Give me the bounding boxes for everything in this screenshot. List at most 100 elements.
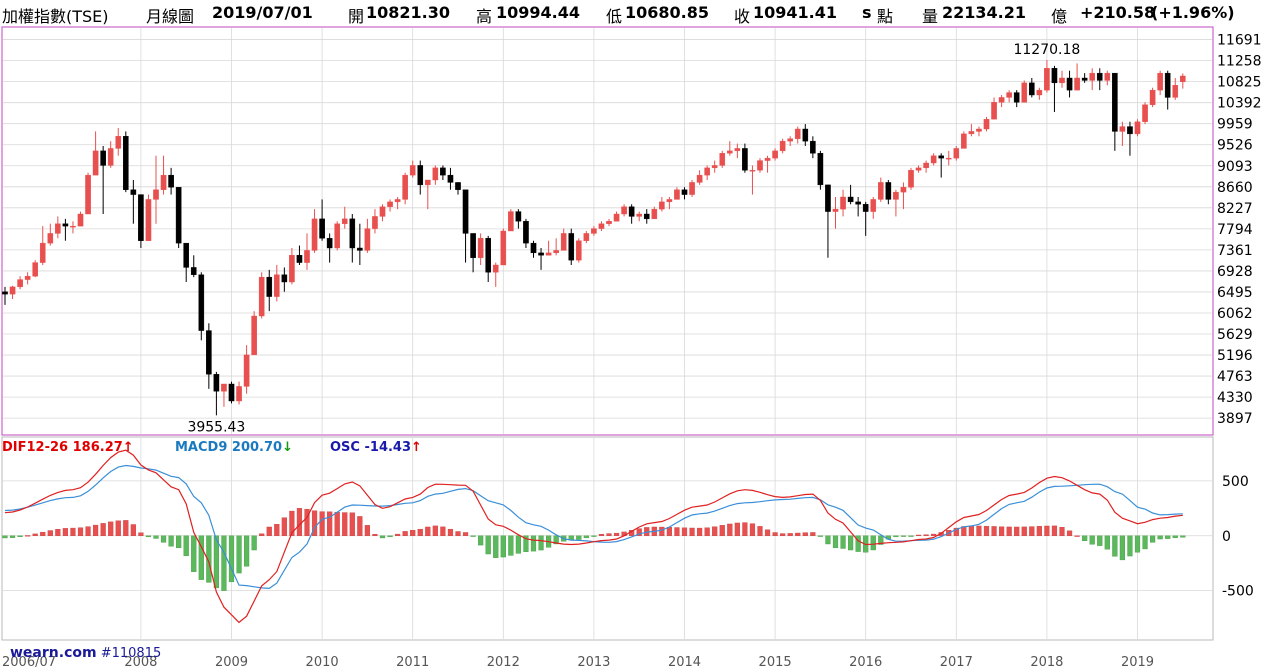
- volume-label: 量: [922, 7, 939, 26]
- candle-body: [334, 223, 341, 249]
- candle-body: [100, 150, 106, 166]
- candle-body: [372, 216, 378, 229]
- candle-body: [1036, 89, 1043, 96]
- osc-bar: [878, 535, 884, 545]
- chart-code: #110815: [100, 646, 162, 661]
- candle-body: [409, 165, 416, 176]
- macd-axis: -500 0 500: [1222, 474, 1254, 600]
- osc-bar: [251, 535, 257, 551]
- osc-bar: [168, 535, 174, 547]
- osc-bar: [17, 535, 23, 537]
- osc-bar: [334, 511, 340, 536]
- candle-body: [160, 174, 167, 190]
- osc-bar: [1172, 535, 1178, 538]
- osc-bar: [500, 535, 506, 558]
- candle-body: [598, 223, 605, 229]
- osc-bar: [379, 535, 386, 539]
- high-value: 10994.44: [496, 3, 581, 22]
- osc-bar: [130, 524, 136, 536]
- candle-body: [840, 196, 846, 210]
- osc-bar: [1074, 535, 1080, 537]
- osc-bar: [855, 535, 861, 552]
- osc-bar: [734, 522, 740, 536]
- candle-body: [1112, 72, 1118, 132]
- osc-bar: [357, 516, 363, 536]
- price-axis: 3897 4330 4763 5196 5629 6062 6495 6928 7361 7794…: [1217, 33, 1262, 428]
- osc-bar: [697, 527, 703, 536]
- price-tick-label: 5629: [1217, 327, 1253, 343]
- candle-body: [689, 182, 695, 195]
- osc-bar: [342, 512, 348, 536]
- osc-value: -14.43: [364, 440, 412, 455]
- volume-value: 22134.21: [942, 3, 1027, 22]
- candle-body: [1051, 68, 1058, 84]
- candle-body: [621, 206, 627, 215]
- candle-body: [681, 189, 688, 195]
- candle-body: [704, 167, 710, 176]
- osc-legend: OSC -14.43↑: [330, 440, 422, 458]
- osc-bar: [976, 525, 982, 536]
- candle-body: [24, 275, 31, 280]
- candle-body: [432, 167, 439, 181]
- candle-body: [462, 189, 469, 234]
- osc-bar: [1029, 526, 1035, 536]
- osc-bar: [749, 523, 756, 536]
- osc-bar: [206, 535, 212, 583]
- candle-body: [425, 179, 431, 186]
- candle-body: [32, 262, 38, 277]
- osc-bar: [523, 535, 529, 552]
- dif-legend: DIF12-26 186.27↑: [2, 440, 134, 458]
- macd-panel-frame: [1, 436, 1214, 641]
- candle-body: [855, 201, 861, 205]
- time-tick-label: 2017: [940, 655, 973, 670]
- osc-bar: [62, 528, 69, 536]
- candle-body: [651, 208, 658, 220]
- candle-body: [1096, 72, 1103, 81]
- osc-bar: [787, 533, 793, 536]
- time-tick-label: 2012: [487, 655, 520, 670]
- osc-bar: [236, 535, 242, 574]
- candle-body: [387, 201, 393, 207]
- osc-bar: [780, 533, 786, 536]
- osc-bar: [327, 511, 333, 536]
- candle-body: [508, 211, 514, 232]
- time-tick-label: 2013: [577, 655, 610, 670]
- time-tick-label: 2015: [759, 655, 792, 670]
- candle-body: [643, 213, 650, 220]
- price-annotation: 11270.18: [1013, 42, 1080, 58]
- macd-label: MACD9: [175, 440, 228, 455]
- macd-value: 200.70: [231, 440, 283, 455]
- osc-bar: [953, 527, 959, 536]
- osc-bar: [364, 525, 371, 536]
- candle-body: [319, 218, 325, 239]
- osc-bar: [432, 525, 438, 536]
- candle-body: [923, 162, 929, 169]
- open-label: 開: [348, 7, 365, 26]
- osc-bar: [923, 534, 929, 536]
- candle-body: [183, 242, 190, 268]
- time-tick-label: 2006/07: [2, 655, 56, 670]
- candle-body: [606, 221, 612, 224]
- candle-body: [296, 255, 303, 263]
- price-tick-label: 9526: [1217, 138, 1253, 154]
- candle-body: [115, 136, 122, 149]
- osc-bar: [991, 526, 997, 536]
- osc-bar: [55, 529, 61, 536]
- osc-bar: [243, 535, 250, 567]
- candle-body: [213, 374, 220, 392]
- osc-bar: [281, 517, 287, 536]
- candle-body: [138, 194, 144, 241]
- time-tick-label: 2019: [1121, 655, 1154, 670]
- osc-bar: [636, 528, 642, 536]
- quote-header: 加權指數(TSE) 月線圖 2019/07/01 開 10821.30 高 10…: [0, 0, 1280, 26]
- candle-body: [908, 170, 914, 188]
- candle-body: [364, 228, 371, 251]
- osc-bar: [485, 535, 491, 555]
- candle-body: [251, 315, 257, 356]
- candle-body: [711, 165, 718, 169]
- candle-body: [1074, 77, 1080, 91]
- osc-bar: [395, 533, 401, 536]
- time-axis: 2006/07 2008 2009 2010 2011 2012 2013 2014 2015 2…: [2, 655, 1154, 670]
- candle-body: [885, 182, 892, 200]
- candle-body: [1157, 72, 1163, 91]
